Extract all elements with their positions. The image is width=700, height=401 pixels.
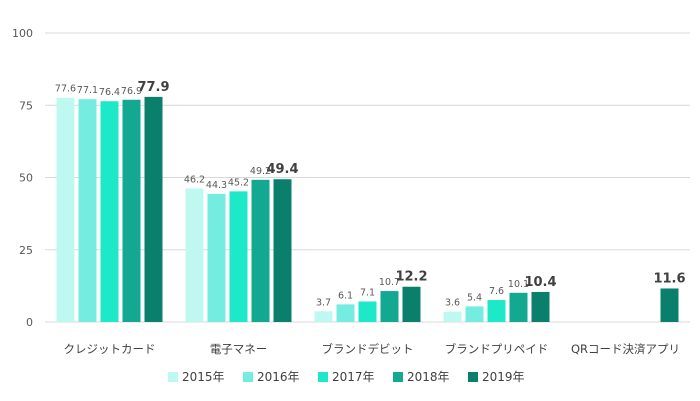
category-label: クレジットカード: [64, 342, 156, 356]
data-label: 44.3: [206, 180, 227, 191]
legend-label: 2017年: [332, 370, 375, 384]
legend-label: 2015年: [182, 370, 225, 384]
bar-2016年-電子マネー: [207, 193, 226, 322]
data-label: 7.1: [360, 287, 375, 298]
data-label: 46.2: [184, 174, 205, 185]
y-tick-label: 50: [19, 172, 33, 185]
data-label: 10.4: [524, 275, 556, 290]
y-tick-label: 75: [19, 99, 33, 112]
bar-2016年-クレジットカード: [78, 99, 97, 322]
bar-2019年-電子マネー: [273, 179, 292, 322]
bar-2017年-電子マネー: [229, 191, 248, 322]
bar-2015年-クレジットカード: [56, 97, 75, 323]
bar-2015年-ブランドプリペイド: [443, 311, 462, 322]
legend-swatch: [318, 372, 328, 382]
legend-swatch: [168, 372, 178, 382]
data-label: 10.7: [379, 277, 400, 288]
legend-label: 2019年: [482, 370, 525, 384]
category-label: 電子マネー: [210, 342, 268, 356]
y-tick-label: 25: [19, 244, 33, 257]
data-label: 7.6: [489, 286, 504, 297]
data-label: 3.7: [316, 297, 331, 308]
bar-2015年-ブランドデビット: [314, 311, 333, 322]
data-label: 49.2: [250, 166, 271, 177]
bar-2017年-ブランドプリペイド: [487, 300, 506, 322]
bars: [56, 96, 679, 323]
data-label: 76.4: [99, 87, 120, 98]
data-label: 11.6: [653, 271, 685, 286]
legend-label: 2016年: [257, 370, 300, 384]
bar-2017年-ブランドデビット: [358, 301, 377, 322]
data-label: 77.6: [55, 84, 76, 95]
category-label: ブランドデビット: [322, 342, 414, 356]
data-label: 6.1: [338, 290, 353, 301]
bar-2016年-ブランドデビット: [336, 304, 355, 322]
data-label: 5.4: [467, 292, 482, 303]
data-label: 45.2: [228, 177, 249, 188]
y-tick-label: 0: [26, 316, 33, 329]
bar-2018年-電子マネー: [251, 179, 270, 322]
gridlines: [45, 32, 690, 323]
legend: 2015年 2016年 2017年 2018年 2019年: [168, 370, 525, 384]
bar-2016年-ブランドプリペイド: [465, 306, 484, 322]
data-labels: 77.6 77.1 76.4 76.977.9 46.2 44.3 45.249.249.4…: [55, 80, 686, 309]
bar-2017年-クレジットカード: [100, 101, 119, 322]
bar-2018年-クレジットカード: [122, 99, 141, 322]
category-labels: クレジットカード 電子マネー ブランドデビット ブランドプリペイド QRコード決済アプリ: [64, 342, 681, 356]
bar-2018年-ブランドプリペイド: [509, 292, 528, 322]
data-label: 76.9: [121, 86, 142, 97]
y-tick-label: 100: [12, 27, 33, 40]
bar-2019年-ブランドデビット: [402, 286, 421, 322]
data-label: 3.6: [445, 298, 460, 309]
bar-2019年-ブランドプリペイド: [531, 291, 550, 322]
legend-label: 2018年: [407, 370, 450, 384]
data-label: 12.2: [395, 270, 427, 285]
y-axis-ticks: 0 25 50 75 100: [12, 27, 33, 329]
category-label: QRコード決済アプリ: [571, 342, 680, 356]
bar-2019年-QRコード決済アプリ: [660, 288, 679, 322]
bar-2018年-ブランドデビット: [380, 291, 399, 322]
legend-swatch: [243, 372, 253, 382]
data-label: 77.9: [137, 80, 169, 95]
data-label: 77.1: [77, 85, 98, 96]
legend-swatch: [393, 372, 403, 382]
legend-swatch: [468, 372, 478, 382]
category-label: ブランドプリペイド: [445, 342, 549, 356]
data-label: 10.1: [508, 279, 529, 290]
data-label: 49.4: [266, 162, 298, 177]
bar-2015年-電子マネー: [185, 188, 204, 322]
bar-2019年-クレジットカード: [144, 96, 163, 322]
